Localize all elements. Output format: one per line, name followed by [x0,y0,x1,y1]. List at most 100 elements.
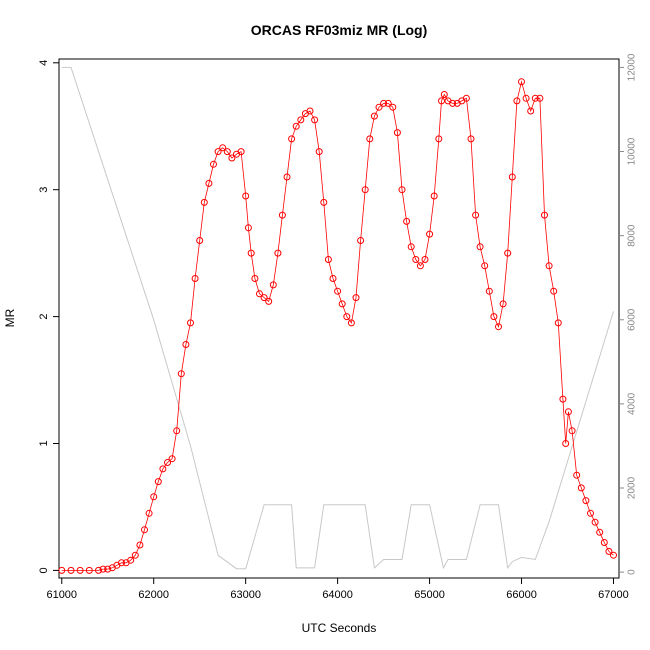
mr-point [476,243,484,251]
mr-point [412,256,420,263]
mr-point [366,135,374,143]
mr-point [531,94,539,102]
mr-point [228,154,236,162]
mr-point [329,275,337,282]
mr-point [518,78,525,86]
mr-point [361,186,369,194]
mr-point [357,237,365,244]
mr-point [577,484,585,492]
mr-point [177,370,185,378]
y-tick-label: 1 [38,440,50,446]
mr-point [522,94,530,102]
mr-point [562,440,570,447]
mr-point [242,192,250,200]
x-tick-label: 62000 [138,589,169,601]
mr-point [306,107,314,115]
mr-point [338,300,346,308]
mr-point [283,173,291,181]
mr-point [596,528,604,536]
y-axis: 0 1 2 3 4 [38,60,59,573]
mr-point [315,148,323,156]
mr-point [99,565,107,573]
mr-point [472,211,480,219]
mr-point [265,297,273,305]
mr-point [324,256,332,263]
mr-point [136,541,144,549]
mr-point [600,539,608,546]
mr-point [127,556,135,564]
mr-point [200,198,208,206]
x-tick-label: 65000 [414,589,445,601]
plot-frame [58,58,620,579]
mr-point [554,319,562,327]
x-axis: 61000 62000 63000 64000 65000 66000 67000 [46,578,629,601]
mr-point [559,395,567,403]
mr-point [244,224,252,232]
mr-point [467,135,475,143]
y-tick-label: 3 [38,187,50,193]
mr-series-points [58,78,617,574]
mr-point [582,497,590,505]
mr-point [274,249,282,257]
mr-point [104,565,112,573]
mr-point [251,275,259,282]
mr-point [168,455,176,463]
mr-point [407,243,415,251]
x-axis-label: UTC Seconds [302,621,377,635]
mr-point [481,262,489,270]
mr-point [173,427,181,435]
mr-point [541,211,548,219]
mr-point [504,249,512,257]
mr-point [269,281,277,289]
mr-point [219,144,227,152]
mr-point [587,509,594,517]
mr-point [508,173,516,181]
mr-point [260,294,268,302]
mr-point [256,290,263,298]
mr-point [145,509,153,517]
mr-point [118,559,125,567]
mr-point [297,116,305,124]
mr-point [187,319,194,327]
mr-point [311,116,319,124]
mr-point [150,493,158,501]
mr-point [370,112,378,120]
mr-point [435,135,443,143]
mr-point [398,186,406,194]
mr-point [527,107,535,115]
mr-point [196,237,204,244]
mr-point [247,249,255,257]
mr-point [610,551,617,559]
mr-point [375,103,383,111]
mr-point [495,323,502,331]
mr-point [76,566,84,574]
mr-point [380,99,388,107]
altitude-series [61,66,614,570]
y-axis-label: MR [3,308,17,327]
y-tick-label: 0 [38,567,50,573]
mr-point [347,319,355,327]
mr-point [513,97,521,105]
mr-point [237,148,245,156]
x-tick-label: 61000 [46,589,77,601]
mr-point [430,192,438,200]
mr-point [389,103,397,111]
mr-line [61,80,614,571]
mr-point [536,94,544,102]
mr-point [320,198,328,206]
mr-point [403,217,411,225]
x-tick-label: 67000 [598,589,629,601]
mr-point [568,427,576,435]
mr-point [490,313,498,321]
y2-axis: 0 2000 4000 6000 8000 10000 12000 [619,53,638,575]
mr-point [462,94,470,102]
mr-point [605,547,613,555]
y2-tick-label: 2000 [627,476,638,499]
mr-point [288,135,296,143]
x-tick-label: 64000 [322,589,353,601]
mr-point [95,566,102,574]
mr-point [421,256,429,263]
mr-point [564,408,572,416]
mr-point [141,526,148,534]
y2-tick-label: 6000 [627,308,638,331]
